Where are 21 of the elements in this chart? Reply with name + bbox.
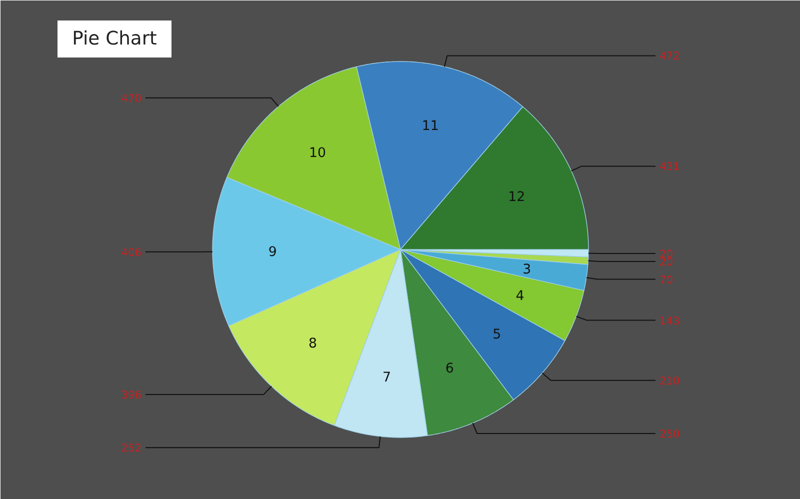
slice-label: 11 (422, 119, 439, 134)
slice-label: 7 (382, 370, 391, 386)
slice-label: 8 (308, 336, 318, 352)
slice-label: 3 (522, 262, 532, 278)
slice-label: 4 (516, 288, 524, 304)
data-label: 250 (660, 427, 680, 440)
data-label: 472 (660, 50, 680, 63)
data-label: 470 (121, 92, 142, 105)
data-label: 252 (121, 442, 142, 455)
data-label: 396 (121, 388, 142, 402)
chart-title: Pie Chart (72, 28, 157, 50)
data-label: 70 (660, 273, 674, 286)
slice-label: 5 (492, 327, 502, 342)
slice-label: 9 (268, 245, 277, 260)
slice-label: 6 (445, 362, 454, 377)
data-label: 431 (660, 160, 680, 174)
slice-label: 10 (309, 146, 326, 162)
data-label: 143 (660, 314, 680, 328)
data-label: 210 (660, 374, 680, 388)
data-label: 406 (121, 246, 142, 259)
slice-label: 12 (508, 190, 526, 206)
